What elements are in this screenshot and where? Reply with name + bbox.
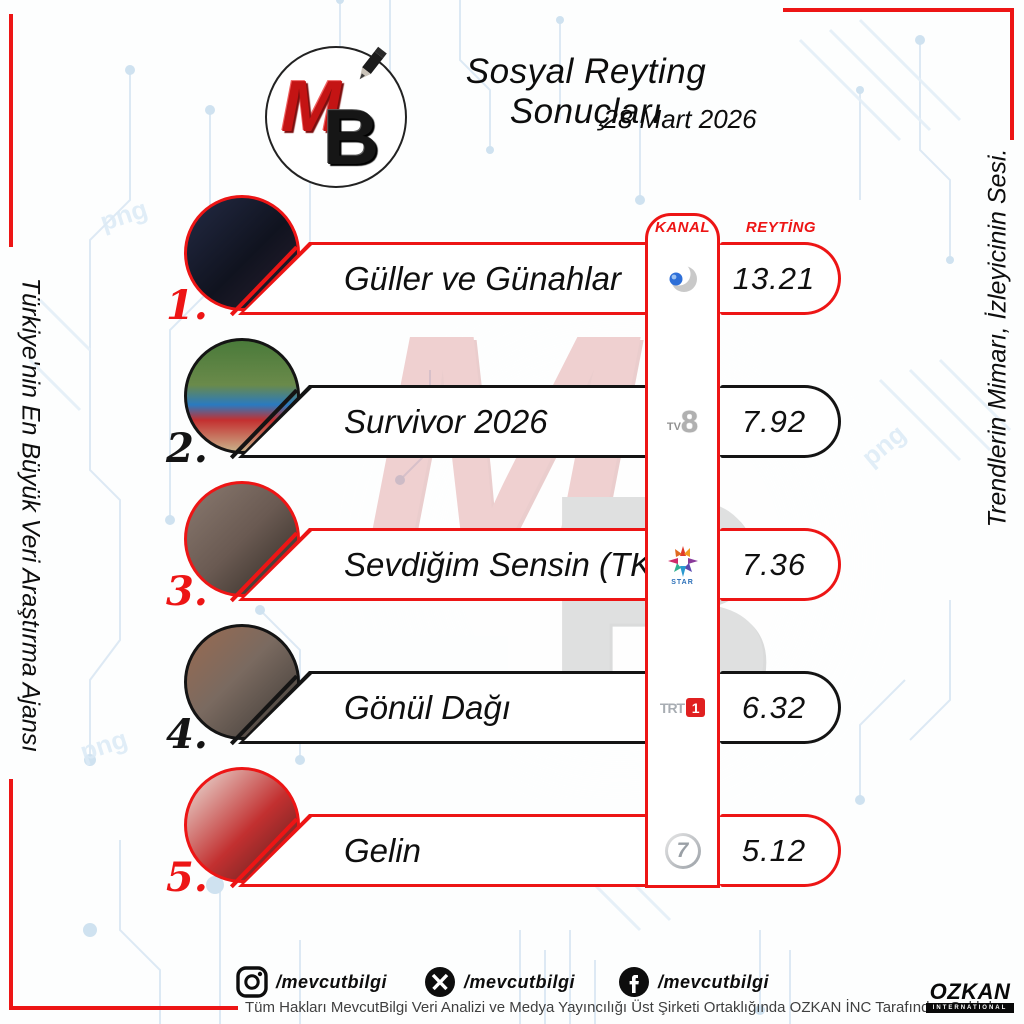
side-caption-right: Trendlerin Mimarı, İzleyicinin Sesi. [983, 148, 1012, 528]
kanal-column-header: KANAL [655, 219, 710, 236]
corner-line-bottom-left-v [9, 779, 13, 1010]
social-facebook[interactable]: /mevcutbilgi [618, 966, 769, 998]
ozkan-brand-text: OZKAN [929, 979, 1011, 1004]
show-title-bar: Sevdiğim Sensin (TKR) [238, 528, 645, 601]
social-handle: /mevcutbilgi [658, 971, 770, 992]
rating-pill: 7.92 [720, 385, 841, 458]
rating-pill: 7.36 [720, 528, 841, 601]
show-title: Gelin [344, 831, 422, 869]
corner-line-top-right-h [783, 8, 1014, 12]
star-tv-logo: STAR [645, 528, 720, 601]
ozkan-logo: OZKAN INTERNATIONAL [926, 981, 1014, 1013]
rating-value: 7.92 [741, 403, 807, 439]
kanal-d-logo [645, 242, 720, 315]
instagram-icon [236, 966, 268, 998]
mb-logo-b: B [323, 93, 380, 181]
social-handle: /mevcutbilgi [464, 971, 576, 992]
rank-label: 3. [166, 568, 208, 615]
page-title: Sosyal Reyting Sonuçları [465, 52, 707, 131]
corner-line-top-right-v [1010, 8, 1014, 140]
corner-line-bottom-left-h [9, 1006, 238, 1010]
social-handle: /mevcutbilgi [276, 971, 388, 992]
show-title-bar: Gönül Dağı [238, 671, 645, 744]
show-title-bar: Gelin [238, 814, 645, 887]
rating-pill: 5.12 [720, 814, 841, 887]
show-title: Güller ve Günahlar [344, 259, 621, 297]
kanal7-logo: 7 [645, 814, 720, 887]
side-caption-left: Türkiye'nin En Büyük Veri Araştırma Ajan… [16, 277, 45, 753]
show-title-bar: Güller ve Günahlar [238, 242, 645, 315]
pencil-icon [359, 46, 387, 80]
copyright-text: Tüm Hakları MevcutBilgi Veri Analizi ve … [245, 999, 1005, 1016]
rating-pill: 13.21 [720, 242, 841, 315]
show-title: Survivor 2026 [344, 402, 548, 440]
rank-label: 1. [166, 282, 208, 329]
rank-label: 2. [166, 425, 208, 472]
social-x[interactable]: /mevcutbilgi [424, 966, 575, 998]
ozkan-brand-subtext: INTERNATIONAL [926, 1003, 1014, 1013]
tv8-logo: TV 8 [666, 403, 699, 439]
mb-logo-m: M [281, 67, 341, 147]
rank-label: 4. [166, 711, 208, 758]
rating-pill: 6.32 [720, 671, 841, 744]
trt1-logo: TRT 1 [645, 671, 720, 744]
page-date: 28 Mart 2026 [603, 104, 757, 134]
x-icon [425, 967, 455, 997]
facebook-icon [619, 967, 649, 997]
rating-value: 5.12 [741, 832, 807, 868]
rank-label: 5. [166, 854, 208, 901]
social-instagram[interactable]: /mevcutbilgi [236, 966, 387, 998]
rating-value: 7.36 [741, 546, 807, 582]
show-photo [184, 195, 300, 311]
mb-logo: M B [265, 46, 407, 188]
rating-value: 6.32 [741, 689, 807, 725]
show-title: Gönül Dağı [344, 688, 511, 726]
rating-value: 13.21 [732, 260, 816, 296]
reyting-column-header: REYTİNG [745, 219, 817, 236]
corner-line-top-left [9, 14, 13, 247]
show-title-bar: Survivor 2026 [238, 385, 645, 458]
show-title: Sevdiğim Sensin (TKR) [344, 545, 687, 583]
